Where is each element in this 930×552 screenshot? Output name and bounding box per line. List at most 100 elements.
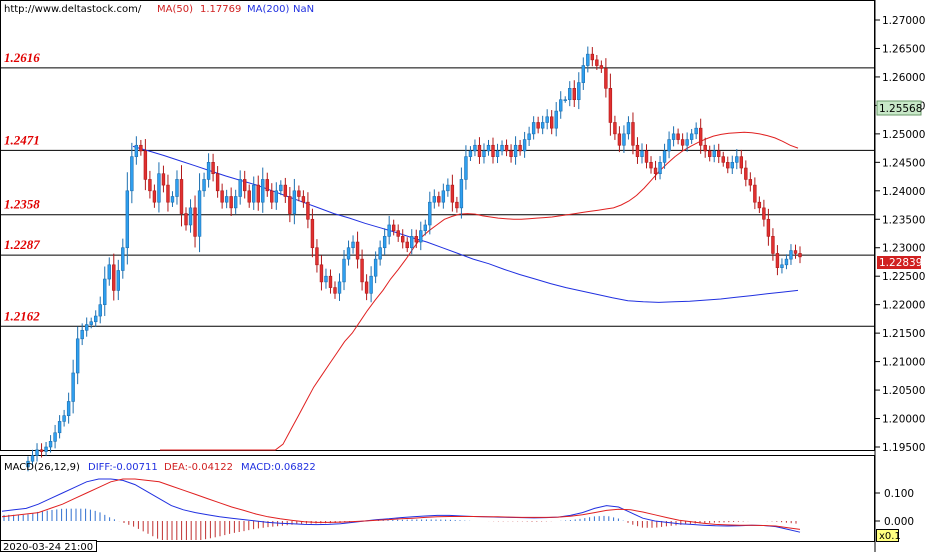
price-tick-label: 1.23500 bbox=[882, 214, 925, 226]
candles bbox=[26, 46, 802, 472]
zoom-box[interactable] bbox=[876, 529, 899, 542]
bear-candle-body bbox=[518, 144, 522, 152]
candle bbox=[116, 259, 120, 301]
source-url[interactable]: http://www.deltastock.com/ bbox=[4, 4, 142, 15]
candle bbox=[229, 187, 233, 216]
bear-candle-body bbox=[726, 162, 730, 169]
price-tick-label: 1.24500 bbox=[882, 157, 925, 169]
bear-candle-body bbox=[595, 59, 599, 66]
bear-candle-body bbox=[319, 264, 324, 283]
candle bbox=[586, 46, 590, 73]
bear-candle-body bbox=[401, 236, 405, 243]
bull-candle-body bbox=[468, 150, 473, 157]
bull-candle-body bbox=[351, 241, 355, 249]
bull-candle-body bbox=[513, 144, 518, 157]
zoom-level[interactable]: x0.1 bbox=[879, 531, 901, 542]
bull-candle-body bbox=[252, 184, 256, 203]
candle bbox=[382, 228, 387, 256]
candle bbox=[572, 80, 576, 107]
candle bbox=[252, 176, 256, 210]
candle bbox=[608, 73, 613, 136]
highlight-price-marker: 1.25568 bbox=[876, 100, 922, 116]
candle bbox=[599, 60, 604, 73]
candle bbox=[355, 231, 360, 269]
bull-candle-body bbox=[175, 179, 179, 197]
price-tick-label: 1.24000 bbox=[882, 186, 925, 198]
bull-candle-body bbox=[89, 321, 93, 325]
ma50-line bbox=[160, 131, 799, 451]
bear-candle-body bbox=[717, 150, 721, 157]
bull-candle-body bbox=[369, 275, 373, 294]
bear-candle-body bbox=[283, 184, 288, 197]
bull-candle-body bbox=[170, 196, 175, 203]
price-tick-label: 1.20500 bbox=[882, 385, 925, 397]
candle bbox=[662, 143, 667, 169]
candle bbox=[500, 140, 504, 156]
candle bbox=[748, 172, 753, 192]
macd-axis: 0.100 0.000 bbox=[875, 488, 914, 528]
candle bbox=[98, 296, 102, 324]
candle bbox=[139, 139, 143, 156]
candle bbox=[798, 246, 802, 264]
bear-candle-body bbox=[355, 241, 360, 260]
bear-candle-body bbox=[184, 213, 188, 226]
bear-candle-body bbox=[306, 201, 310, 220]
candle bbox=[771, 228, 775, 261]
candle bbox=[644, 144, 649, 169]
bull-candle-body bbox=[202, 179, 206, 192]
candle bbox=[419, 221, 423, 251]
bull-candle-body bbox=[658, 162, 662, 175]
candle bbox=[224, 189, 229, 209]
candle bbox=[685, 132, 689, 152]
candle bbox=[184, 207, 188, 231]
candle bbox=[346, 240, 351, 266]
candle bbox=[175, 170, 179, 205]
bull-candle-body bbox=[30, 455, 35, 462]
candle bbox=[455, 196, 459, 213]
candle bbox=[143, 139, 148, 191]
macd-pane bbox=[1, 478, 801, 540]
bull-candle-body bbox=[44, 446, 48, 452]
bull-candle-body bbox=[346, 247, 351, 260]
candle bbox=[432, 189, 437, 209]
bear-candle-body bbox=[310, 218, 315, 249]
bull-candle-body bbox=[559, 99, 563, 112]
candle bbox=[414, 229, 418, 249]
candle bbox=[617, 126, 622, 153]
candle bbox=[658, 156, 662, 180]
bear-candle-body bbox=[753, 184, 757, 203]
candle bbox=[333, 281, 337, 299]
macd-histogram bbox=[3, 508, 797, 540]
candle bbox=[446, 178, 450, 197]
candle bbox=[211, 153, 215, 182]
bear-candle-body bbox=[572, 88, 576, 101]
bull-candle-body bbox=[57, 421, 62, 434]
candle bbox=[613, 115, 617, 140]
candle bbox=[44, 441, 48, 457]
bear-candle-body bbox=[161, 173, 166, 186]
candle bbox=[364, 274, 369, 301]
bear-candle-body bbox=[256, 184, 260, 203]
bull-candle-body bbox=[473, 144, 477, 152]
bear-candle-body bbox=[391, 224, 396, 231]
price-tick-label: 1.25000 bbox=[882, 129, 925, 141]
candle bbox=[292, 178, 297, 225]
bull-candle-body bbox=[540, 122, 545, 129]
bear-candle-body bbox=[771, 236, 775, 254]
candle bbox=[468, 146, 473, 161]
bull-candle-body bbox=[94, 315, 98, 323]
candle bbox=[134, 136, 139, 165]
candle bbox=[243, 170, 247, 199]
candle bbox=[337, 273, 342, 301]
ma200-value: NaN bbox=[293, 4, 314, 15]
macd-tick-label: 0.000 bbox=[884, 516, 914, 528]
bull-candle-body bbox=[464, 156, 468, 180]
bull-candle-body bbox=[337, 281, 342, 294]
bull-candle-body bbox=[279, 184, 283, 192]
price-tick-label: 1.23000 bbox=[882, 243, 925, 255]
candle bbox=[152, 184, 157, 208]
candle bbox=[694, 122, 698, 140]
bull-candle-body bbox=[780, 264, 784, 268]
bull-candle-body bbox=[130, 156, 134, 192]
